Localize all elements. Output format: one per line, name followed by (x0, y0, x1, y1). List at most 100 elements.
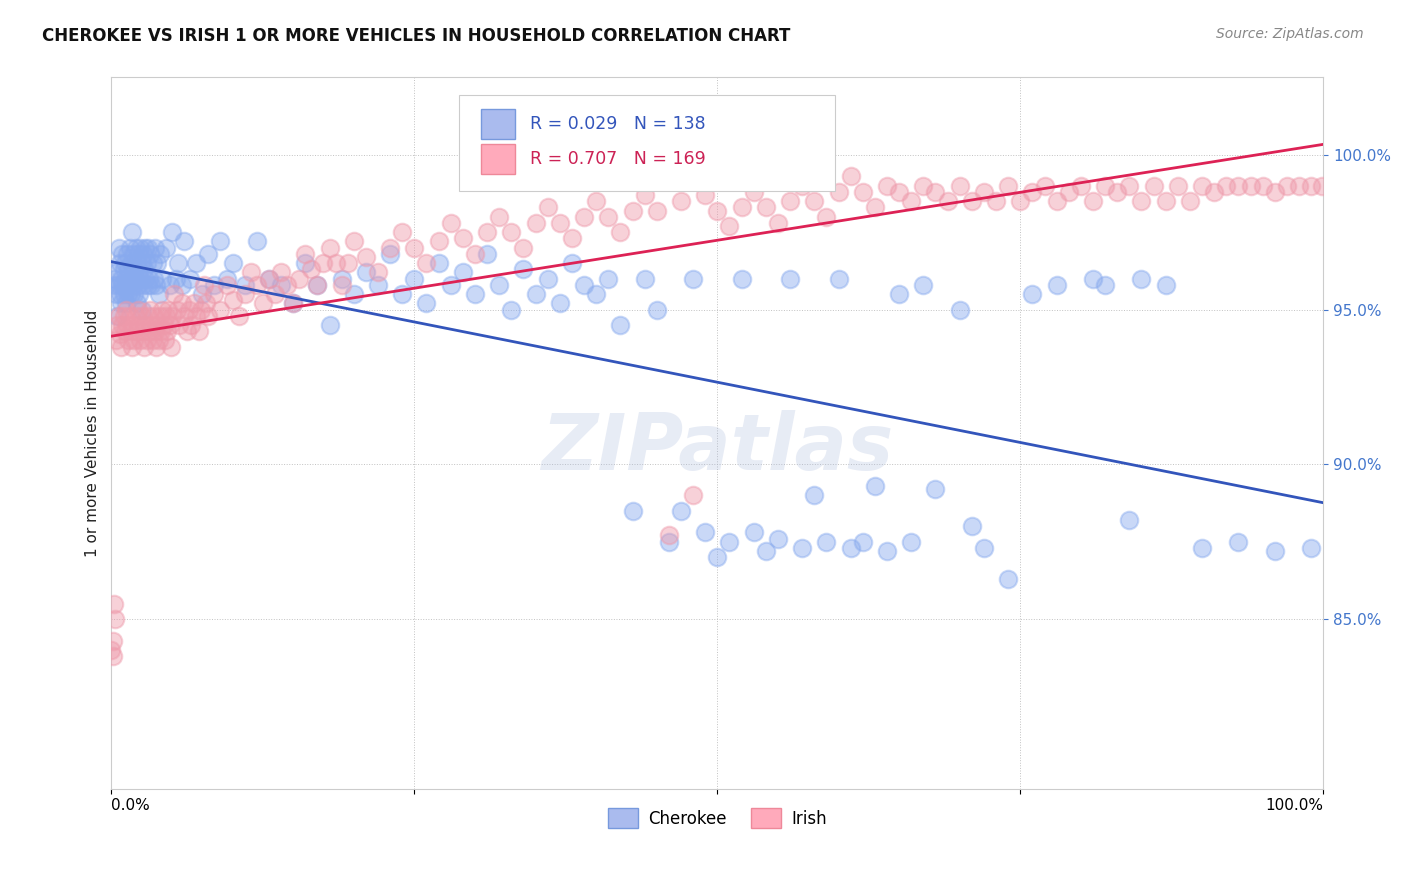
Point (115, 247, 138, 261)
Point (108, 256, 131, 270)
Point (1021, 185, 1043, 199)
Point (742, 185, 765, 199)
Point (105, 334, 128, 348)
Point (122, 277, 145, 292)
Point (127, 247, 149, 261)
Point (110, 271, 132, 285)
Point (876, 544, 898, 558)
Point (124, 262, 146, 277)
Point (1310, 178, 1333, 193)
Point (1118, 178, 1140, 193)
Point (142, 334, 165, 348)
Point (134, 271, 156, 285)
Point (404, 241, 426, 255)
Point (827, 185, 849, 199)
Point (391, 287, 413, 301)
Point (572, 277, 595, 292)
Point (609, 318, 631, 332)
Point (142, 256, 165, 270)
Point (730, 271, 752, 285)
Point (215, 277, 238, 292)
Point (488, 210, 510, 224)
Point (960, 519, 983, 533)
Point (336, 256, 359, 270)
Point (330, 277, 353, 292)
Point (451, 231, 474, 245)
Point (228, 309, 250, 323)
Point (107, 277, 129, 292)
Point (129, 334, 152, 348)
Point (142, 309, 165, 323)
Point (257, 271, 280, 285)
Point (1142, 178, 1164, 193)
Point (682, 488, 704, 502)
Point (669, 504, 692, 518)
Point (283, 296, 305, 310)
Point (252, 296, 274, 310)
Point (148, 287, 170, 301)
Point (111, 277, 134, 292)
Point (239, 265, 262, 279)
Point (415, 296, 437, 310)
Point (391, 225, 413, 239)
Point (120, 256, 142, 270)
Point (124, 287, 146, 301)
Point (876, 178, 898, 193)
Point (180, 318, 202, 332)
Point (146, 256, 169, 270)
Point (779, 271, 801, 285)
Point (621, 203, 644, 218)
Point (257, 271, 280, 285)
Point (440, 277, 463, 292)
Point (645, 203, 668, 218)
Point (609, 225, 631, 239)
Point (115, 271, 138, 285)
Point (135, 256, 157, 270)
Point (152, 318, 174, 332)
Point (299, 262, 322, 277)
Point (792, 541, 814, 555)
Point (122, 247, 145, 261)
Point (204, 277, 226, 292)
Point (121, 271, 143, 285)
Point (179, 271, 201, 285)
Point (343, 287, 366, 301)
Point (105, 287, 128, 301)
Text: CHEROKEE VS IRISH 1 OR MORE VEHICLES IN HOUSEHOLD CORRELATION CHART: CHEROKEE VS IRISH 1 OR MORE VEHICLES IN … (42, 27, 790, 45)
Point (104, 277, 127, 292)
Point (111, 318, 134, 332)
Point (572, 210, 595, 224)
Point (488, 277, 510, 292)
Point (136, 241, 159, 255)
Point (190, 302, 212, 317)
Point (1046, 277, 1069, 292)
Point (755, 201, 778, 215)
Point (118, 241, 141, 255)
Point (131, 302, 153, 317)
Point (146, 318, 169, 332)
Point (135, 334, 157, 348)
Point (695, 188, 717, 202)
Point (114, 256, 136, 270)
Point (117, 262, 139, 277)
Point (150, 271, 173, 285)
Point (815, 534, 838, 549)
Point (233, 277, 256, 292)
Point (160, 225, 183, 239)
Point (101, 633, 124, 648)
Point (159, 277, 181, 292)
Point (1215, 178, 1237, 193)
Point (114, 277, 136, 292)
Point (766, 216, 789, 230)
Point (142, 271, 165, 285)
Point (131, 309, 153, 323)
Point (170, 277, 193, 292)
Point (524, 216, 547, 230)
Point (852, 185, 875, 199)
Point (118, 309, 141, 323)
Point (852, 534, 875, 549)
Point (149, 247, 172, 261)
Point (134, 241, 156, 255)
Point (1070, 178, 1092, 193)
Point (475, 225, 498, 239)
